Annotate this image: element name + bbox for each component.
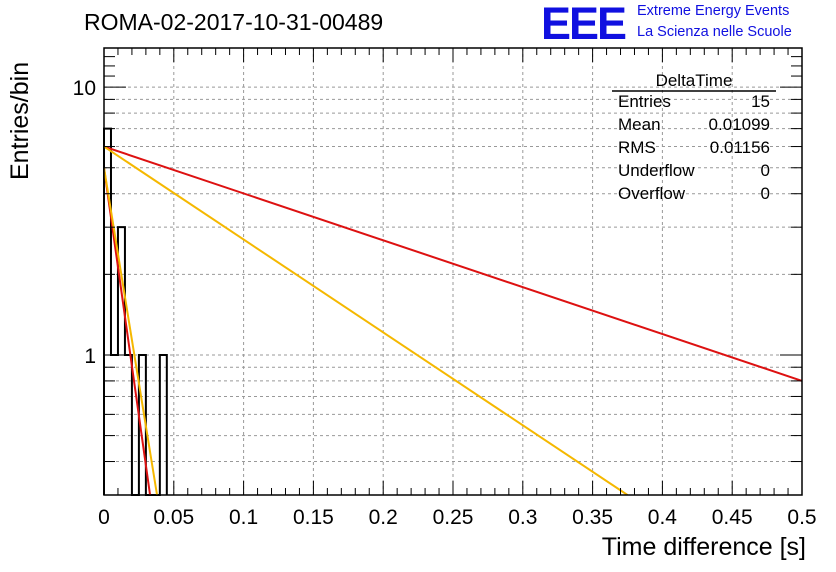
x-tick-label: 0.4 [648,506,678,529]
stats-value: 0.01099 [708,115,770,134]
stats-label: Overflow [618,184,686,203]
x-tick-label: 0 [98,506,110,529]
stats-value: 15 [751,92,770,111]
x-tick-label: 0.5 [787,506,816,529]
stats-row: Underflow 0 [618,161,770,181]
stats-value: 0 [760,161,770,180]
x-tick-label: 0.15 [293,506,334,529]
x-tick-label: 0.35 [572,506,613,529]
fit-line-1 [104,145,802,382]
stats-row: Entries 15 [618,92,770,112]
stats-row: RMS 0.01156 [618,138,770,158]
stats-label: RMS [618,138,656,157]
stats-row: Overflow 0 [618,184,770,204]
stats-row: Mean 0.01099 [618,115,770,135]
logo-line-1: Extreme Energy Events [637,3,790,19]
fit-line-4 [104,167,159,495]
stats-value: 0.01156 [709,138,770,157]
x-tick-label: 0.45 [712,506,753,529]
chart-title: ROMA-02-2017-10-31-00489 [84,9,384,35]
x-tick-label: 0.05 [153,506,194,529]
y-axis-label: Entries/bin [6,61,34,180]
stats-label: Mean [618,115,661,134]
x-tick-label: 0.25 [433,506,474,529]
stats-box-title: DeltaTime [655,71,733,90]
x-axis-label: Time difference [s] [601,533,806,561]
logo-line-2: La Scienza nelle Scuole [637,24,792,40]
stats-label: Entries [618,92,671,111]
stats-label: Underflow [618,161,695,180]
fit-line-3 [104,167,152,495]
y-tick-label: 10 [73,77,96,100]
y-tick-label: 1 [84,345,96,368]
fit-line-2 [104,145,629,495]
x-tick-label: 0.2 [369,506,398,529]
x-tick-label: 0.1 [229,506,258,529]
histogram-bins [103,127,168,496]
stats-value: 0 [760,184,770,203]
eee-logo: EEE [541,0,627,49]
x-tick-label: 0.3 [508,506,537,529]
